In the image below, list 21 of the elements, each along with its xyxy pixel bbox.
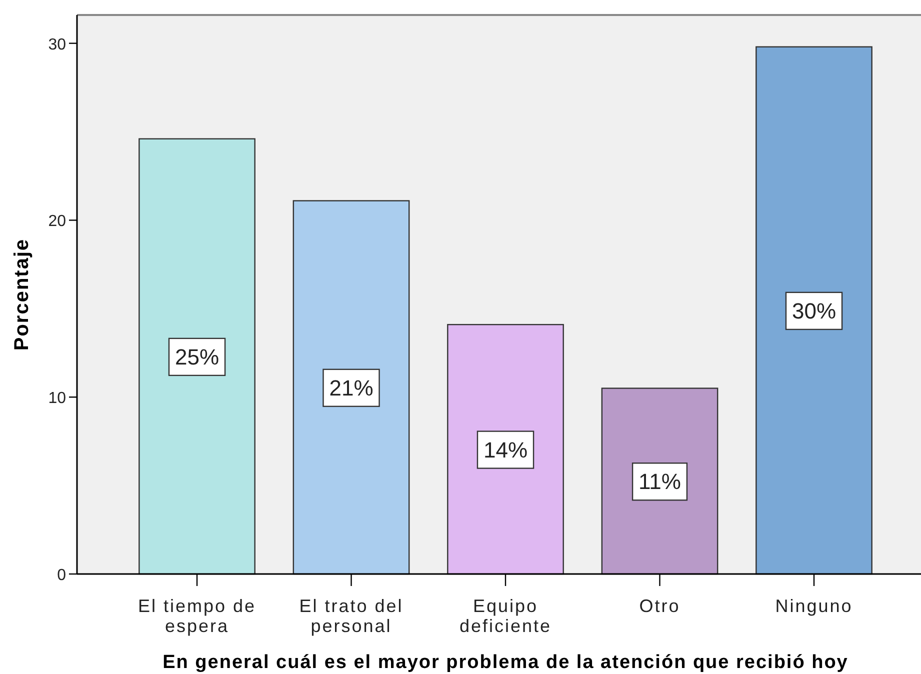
data-label: 14% bbox=[483, 437, 528, 462]
y-tick-label: 0 bbox=[57, 567, 66, 584]
y-tick-label: 30 bbox=[48, 36, 66, 54]
y-tick-label: 10 bbox=[48, 390, 66, 408]
bar bbox=[447, 324, 564, 575]
data-label: 21% bbox=[329, 375, 374, 400]
bar bbox=[138, 138, 256, 575]
x-tick-label: Otro bbox=[639, 596, 680, 616]
bar bbox=[756, 46, 872, 575]
x-tick-label: El tiempo de espera bbox=[138, 596, 256, 636]
y-axis-title: Porcentaje bbox=[11, 238, 33, 351]
data-label: 25% bbox=[174, 344, 220, 370]
x-tick-label: Equipo deficiente bbox=[459, 596, 552, 636]
data-label: 11% bbox=[638, 469, 681, 494]
data-label: 30% bbox=[792, 298, 836, 324]
x-tick-label: El trato del personal bbox=[299, 596, 404, 636]
y-tick-label: 20 bbox=[48, 213, 66, 230]
x-tick-label: Ninguno bbox=[775, 596, 853, 616]
x-axis-title: En general cuál es el mayor problema de la atención que recibió hoy bbox=[162, 652, 848, 673]
bar bbox=[601, 388, 718, 575]
bar bbox=[292, 200, 410, 575]
